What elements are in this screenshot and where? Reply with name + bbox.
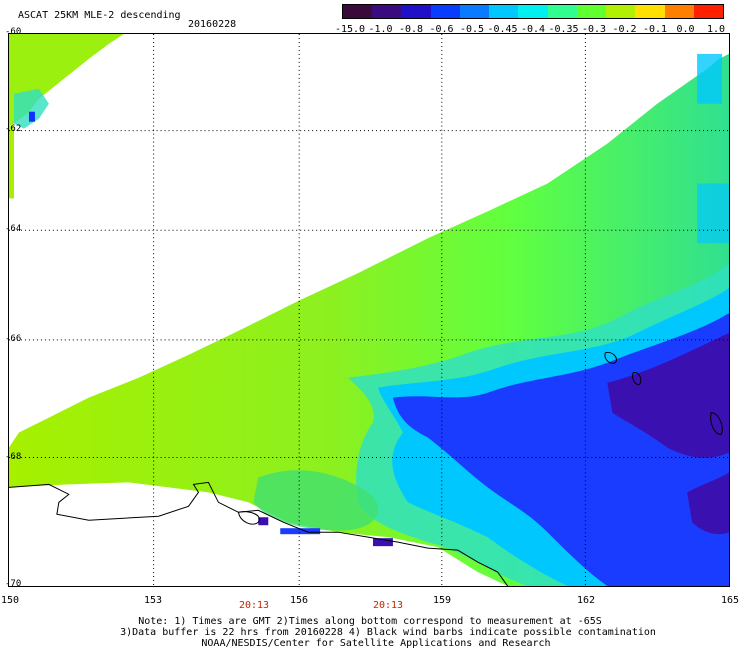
lat-label: -62 xyxy=(5,124,22,134)
swath-corner-cyan xyxy=(13,88,49,129)
lon-label: 153 xyxy=(143,595,163,606)
colorbar-segment xyxy=(430,5,460,18)
coastline xyxy=(9,481,509,586)
time-label: 20:13 xyxy=(372,600,404,611)
colorbar-segment xyxy=(606,5,636,18)
ice-region xyxy=(348,53,729,586)
map-plot xyxy=(8,33,730,587)
colorbar-label: -15.0 xyxy=(334,24,366,35)
lat-label: -66 xyxy=(5,334,22,344)
colorbar-label: -0.35 xyxy=(548,24,579,35)
colorbar-label: -0.4 xyxy=(520,24,546,35)
colorbar-label: -1.0 xyxy=(368,24,393,35)
colorbar-label: -0.5 xyxy=(459,24,485,35)
swath-corner xyxy=(9,34,124,126)
colorbar-segment xyxy=(635,5,665,18)
colorbar-label: -0.6 xyxy=(429,24,454,35)
colorbar-segment xyxy=(372,5,402,18)
colorbar-label: -0.2 xyxy=(612,24,637,35)
colorbar-segment xyxy=(576,5,607,18)
colorbar-segment xyxy=(343,5,373,18)
grid-lines xyxy=(9,34,729,586)
lat-label: -68 xyxy=(5,452,22,462)
colorbar xyxy=(342,4,724,19)
lat-label: -70 xyxy=(5,579,22,589)
colorbar-segment xyxy=(489,5,519,18)
map-date: 20160228 xyxy=(188,19,237,30)
colorbar-label: -0.45 xyxy=(487,24,518,35)
lon-label: 150 xyxy=(0,595,20,606)
lat-label: -60 xyxy=(5,27,22,37)
colorbar-label: -0.8 xyxy=(398,24,424,35)
colorbar-segment xyxy=(459,5,490,18)
colorbar-label: -0.3 xyxy=(581,24,607,35)
lon-label: 165 xyxy=(720,595,740,606)
lon-label: 159 xyxy=(432,595,452,606)
colorbar-segment xyxy=(401,5,431,18)
colorbar-label: 0.0 xyxy=(676,24,695,35)
lon-label: 156 xyxy=(289,595,309,606)
colorbar-segment xyxy=(693,5,724,18)
lon-label: 162 xyxy=(576,595,596,606)
colorbar-segment xyxy=(664,5,694,18)
colorbar-label: 1.0 xyxy=(706,24,726,35)
lat-label: -64 xyxy=(5,224,22,234)
note-line: Note: 1) Times are GMT 2)Times along bot… xyxy=(138,616,602,627)
time-label: 20:13 xyxy=(238,600,270,611)
map-title: ASCAT 25KM MLE-2 descending xyxy=(18,10,181,21)
colorbar-label: -0.1 xyxy=(642,24,668,35)
colorbar-segment xyxy=(547,5,577,18)
note-line: NOAA/NESDIS/Center for Satellite Applica… xyxy=(201,638,551,649)
colorbar-segment xyxy=(518,5,548,18)
note-line: 3)Data buffer is 22 hrs from 20160228 4)… xyxy=(120,627,656,638)
